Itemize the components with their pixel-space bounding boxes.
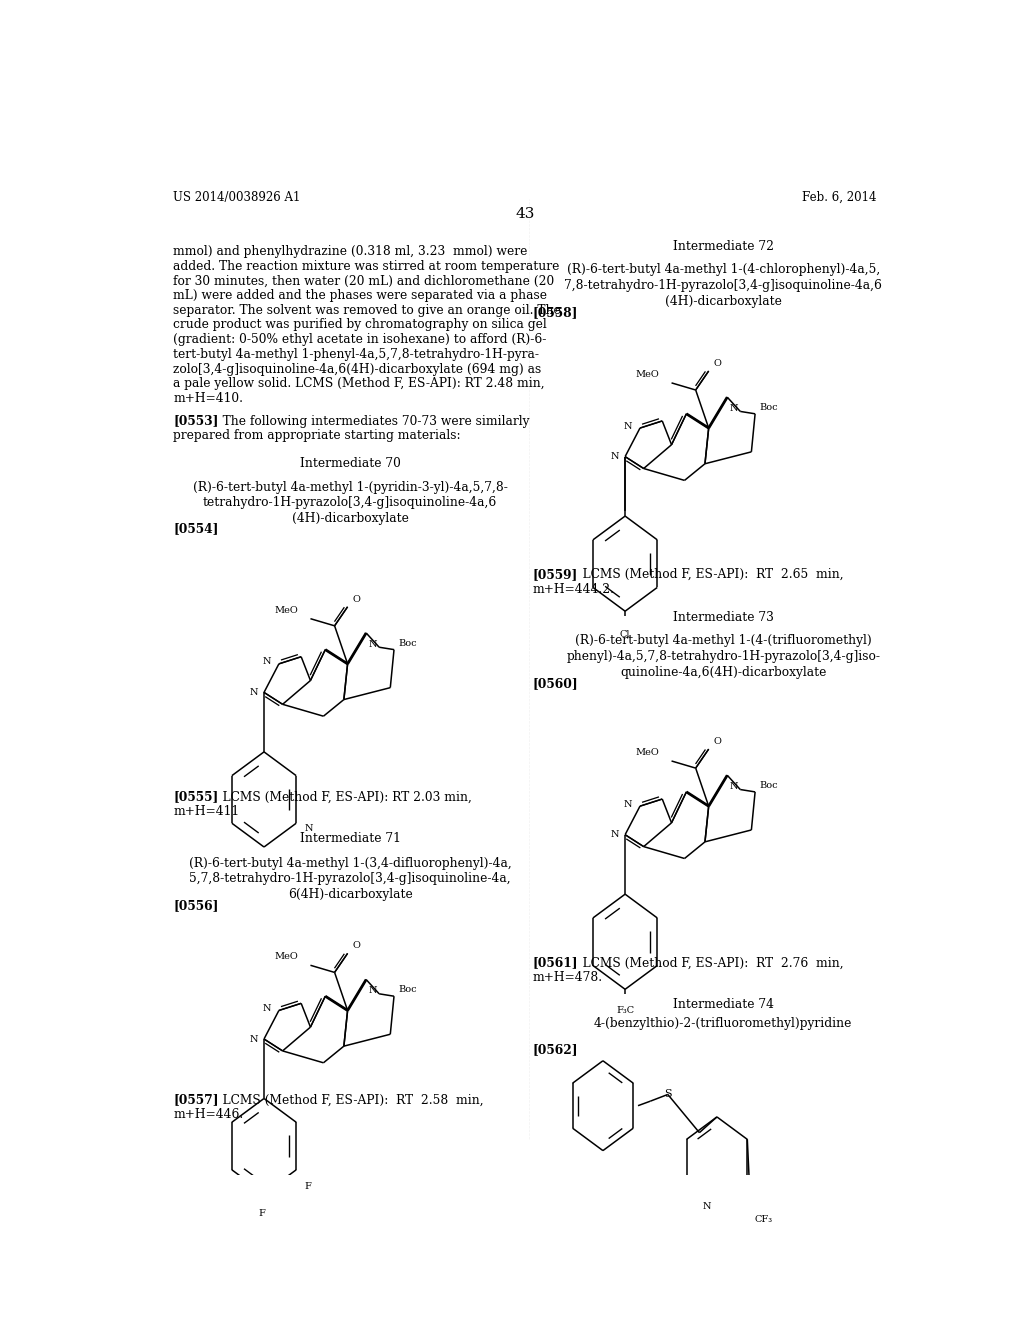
Text: (R)-6-tert-butyl 4a-methyl 1-(pyridin-3-yl)-4a,5,7,8-: (R)-6-tert-butyl 4a-methyl 1-(pyridin-3-… (193, 480, 508, 494)
Text: (4H)-dicarboxylate: (4H)-dicarboxylate (292, 512, 409, 525)
Text: (4H)-dicarboxylate: (4H)-dicarboxylate (665, 294, 781, 308)
Text: for 30 minutes, then water (20 mL) and dichloromethane (20: for 30 minutes, then water (20 mL) and d… (173, 275, 554, 288)
Text: O: O (714, 737, 721, 746)
Text: O: O (714, 359, 721, 368)
Text: US 2014/0038926 A1: US 2014/0038926 A1 (173, 191, 301, 203)
Text: CF₃: CF₃ (755, 1214, 772, 1224)
Text: O: O (352, 595, 360, 603)
Text: 4-(benzylthio)-2-(trifluoromethyl)pyridine: 4-(benzylthio)-2-(trifluoromethyl)pyridi… (594, 1018, 852, 1030)
Text: Boc: Boc (398, 639, 417, 648)
Text: N: N (304, 824, 312, 833)
Text: m+H=478.: m+H=478. (532, 972, 603, 983)
Text: N: N (624, 421, 632, 430)
Text: m+H=444.2.: m+H=444.2. (532, 582, 614, 595)
Text: N: N (610, 453, 618, 461)
Text: Boc: Boc (398, 985, 417, 994)
Text: [0557]: [0557] (173, 1093, 219, 1106)
Text: (R)-6-tert-butyl 4a-methyl 1-(4-chlorophenyl)-4a,5,: (R)-6-tert-butyl 4a-methyl 1-(4-chloroph… (566, 263, 880, 276)
Text: O: O (352, 941, 360, 950)
Text: a pale yellow solid. LCMS (Method F, ES-API): RT 2.48 min,: a pale yellow solid. LCMS (Method F, ES-… (173, 378, 545, 391)
Text: Boc: Boc (759, 403, 778, 412)
Text: mmol) and phenylhydrazine (0.318 ml, 3.23  mmol) were: mmol) and phenylhydrazine (0.318 ml, 3.2… (173, 244, 527, 257)
Text: N: N (369, 640, 377, 648)
Text: N: N (624, 800, 632, 809)
Text: (gradient: 0-50% ethyl acetate in isohexane) to afford (R)-6-: (gradient: 0-50% ethyl acetate in isohex… (173, 333, 547, 346)
Text: tetrahydro-1H-pyrazolo[3,4-g]isoquinoline-4a,6: tetrahydro-1H-pyrazolo[3,4-g]isoquinolin… (203, 496, 498, 510)
Text: zolo[3,4-g]isoquinoline-4a,6(4H)-dicarboxylate (694 mg) as: zolo[3,4-g]isoquinoline-4a,6(4H)-dicarbo… (173, 363, 542, 376)
Text: LCMS (Method F, ES-API):  RT  2.65  min,: LCMS (Method F, ES-API): RT 2.65 min, (570, 568, 844, 581)
Text: N: N (249, 688, 258, 697)
Text: quinoline-4a,6(4H)-dicarboxylate: quinoline-4a,6(4H)-dicarboxylate (620, 665, 826, 678)
Text: separator. The solvent was removed to give an orange oil. The: separator. The solvent was removed to gi… (173, 304, 561, 317)
Text: Intermediate 74: Intermediate 74 (673, 998, 774, 1011)
Text: [0554]: [0554] (173, 523, 218, 536)
Text: m+H=411: m+H=411 (173, 805, 240, 818)
Text: tert-butyl 4a-methyl 1-phenyl-4a,5,7,8-tetrahydro-1H-pyra-: tert-butyl 4a-methyl 1-phenyl-4a,5,7,8-t… (173, 348, 540, 360)
Text: LCMS (Method F, ES-API):  RT  2.58  min,: LCMS (Method F, ES-API): RT 2.58 min, (211, 1093, 484, 1106)
Text: Cl: Cl (620, 630, 631, 639)
Text: N: N (249, 1035, 258, 1044)
Text: [0553]: [0553] (173, 414, 218, 428)
Text: N: N (729, 781, 738, 791)
Text: S: S (664, 1089, 672, 1100)
Text: MeO: MeO (635, 748, 658, 756)
Text: 43: 43 (515, 207, 535, 222)
Text: N: N (369, 986, 377, 995)
Text: N: N (262, 657, 271, 667)
Text: (R)-6-tert-butyl 4a-methyl 1-(4-(trifluoromethyl): (R)-6-tert-butyl 4a-methyl 1-(4-(trifluo… (574, 634, 871, 647)
Text: Feb. 6, 2014: Feb. 6, 2014 (802, 191, 877, 203)
Text: N: N (702, 1203, 711, 1212)
Text: phenyl)-4a,5,7,8-tetrahydro-1H-pyrazolo[3,4-g]iso-: phenyl)-4a,5,7,8-tetrahydro-1H-pyrazolo[… (566, 649, 881, 663)
Text: LCMS (Method F, ES-API):  RT  2.76  min,: LCMS (Method F, ES-API): RT 2.76 min, (570, 956, 844, 969)
Text: Intermediate 72: Intermediate 72 (673, 240, 774, 252)
Text: F₃C: F₃C (616, 1006, 634, 1015)
Text: [0555]: [0555] (173, 791, 218, 804)
Text: MeO: MeO (274, 606, 298, 615)
Text: 5,7,8-tetrahydro-1H-pyrazolo[3,4-g]isoquinoline-4a,: 5,7,8-tetrahydro-1H-pyrazolo[3,4-g]isoqu… (189, 873, 511, 886)
Text: Boc: Boc (759, 781, 778, 789)
Text: m+H=410.: m+H=410. (173, 392, 244, 405)
Text: [0561]: [0561] (532, 956, 579, 969)
Text: N: N (610, 830, 618, 840)
Text: [0556]: [0556] (173, 899, 218, 912)
Text: [0558]: [0558] (532, 306, 579, 318)
Text: crude product was purified by chromatography on silica gel: crude product was purified by chromatogr… (173, 318, 547, 331)
Text: 7,8-tetrahydro-1H-pyrazolo[3,4-g]isoquinoline-4a,6: 7,8-tetrahydro-1H-pyrazolo[3,4-g]isoquin… (564, 279, 882, 292)
Text: Intermediate 70: Intermediate 70 (300, 457, 400, 470)
Text: [0562]: [0562] (532, 1043, 579, 1056)
Text: mL) were added and the phases were separated via a phase: mL) were added and the phases were separ… (173, 289, 547, 302)
Text: (R)-6-tert-butyl 4a-methyl 1-(3,4-difluorophenyl)-4a,: (R)-6-tert-butyl 4a-methyl 1-(3,4-difluo… (188, 857, 512, 870)
Text: MeO: MeO (635, 370, 658, 379)
Text: Intermediate 73: Intermediate 73 (673, 611, 774, 623)
Text: MeO: MeO (274, 952, 298, 961)
Text: prepared from appropriate starting materials:: prepared from appropriate starting mater… (173, 429, 461, 442)
Text: [0559]: [0559] (532, 568, 578, 581)
Text: F: F (304, 1181, 311, 1191)
Text: N: N (729, 404, 738, 413)
Text: 6(4H)-dicarboxylate: 6(4H)-dicarboxylate (288, 888, 413, 902)
Text: [0560]: [0560] (532, 677, 579, 690)
Text: F: F (258, 1209, 265, 1218)
Text: added. The reaction mixture was stirred at room temperature: added. The reaction mixture was stirred … (173, 260, 559, 272)
Text: LCMS (Method F, ES-API): RT 2.03 min,: LCMS (Method F, ES-API): RT 2.03 min, (211, 791, 472, 804)
Text: Intermediate 71: Intermediate 71 (300, 833, 400, 845)
Text: N: N (262, 1005, 271, 1012)
Text: The following intermediates 70-73 were similarly: The following intermediates 70-73 were s… (211, 414, 529, 428)
Text: m+H=446.: m+H=446. (173, 1109, 244, 1121)
